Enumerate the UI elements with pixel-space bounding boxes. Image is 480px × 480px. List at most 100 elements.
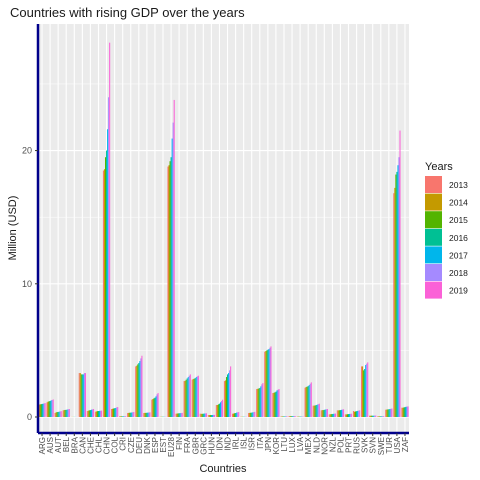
bar-SVK-2015 <box>363 370 365 418</box>
bar-CHE-2015 <box>88 410 90 418</box>
bar-NLD-2017 <box>316 404 318 418</box>
x-tick-label: ISR <box>248 437 257 451</box>
bar-NOR-2016 <box>323 409 325 418</box>
bar-KOR-2014 <box>273 392 275 418</box>
bar-ESP-2016 <box>154 397 156 418</box>
bar-SVK-2018 <box>366 363 368 418</box>
legend-key-2015 <box>425 211 442 229</box>
bar-GBR-2013 <box>191 379 193 418</box>
bar-NLD-2015 <box>314 405 316 418</box>
bar-DNK-2016 <box>146 412 148 418</box>
bar-CRI-2015 <box>121 416 123 418</box>
bar-CRI-2018 <box>124 416 126 418</box>
bar-DEU-2018 <box>140 358 142 418</box>
bar-NOR-2013 <box>320 410 322 418</box>
bar-IRL-2018 <box>237 412 239 418</box>
bar-CHL-2017 <box>99 410 101 418</box>
bar-KOR-2015 <box>274 392 276 418</box>
bar-SVK-2019 <box>367 362 369 418</box>
bar-ARG-2016 <box>41 403 43 418</box>
bar-PRT-2018 <box>350 413 352 418</box>
x-tick-label: ISL <box>240 436 249 449</box>
bar-SVN-2019 <box>375 415 377 418</box>
x-tick-label: DNK <box>143 436 152 454</box>
bar-ITA-2016 <box>259 387 261 418</box>
bar-HUN-2015 <box>209 415 211 418</box>
x-tick-label: BEL <box>62 436 71 452</box>
x-tick-label: KOR <box>272 437 281 455</box>
bar-IRL-2016 <box>235 413 237 418</box>
bar-LTU-2013 <box>280 416 282 418</box>
x-tick-label: EU28 <box>167 436 176 457</box>
bar-IND-2019 <box>230 366 232 418</box>
bar-TUR-2013 <box>385 409 387 418</box>
bar-SWE-2016 <box>380 416 382 418</box>
legend: Years 2013 2014 2015 2016 2017 2018 2019 <box>425 161 468 299</box>
bar-AUT-2018 <box>59 411 61 418</box>
bar-ESP-2017 <box>155 396 157 418</box>
bar-GRC-2019 <box>205 413 207 418</box>
bar-FRA-2013 <box>183 381 185 418</box>
bar-CHL-2016 <box>97 411 100 418</box>
legend-key-2018 <box>425 264 442 281</box>
bar-CHE-2018 <box>91 409 94 418</box>
bar-LTU-2018 <box>285 416 287 418</box>
x-tick-label: MEX <box>304 436 313 454</box>
bar-IND-2014 <box>224 380 226 418</box>
x-tick-label: TUR <box>385 437 394 454</box>
bar-FRA-2014 <box>184 380 186 418</box>
bar-ITA-2013 <box>256 389 258 418</box>
bar-LUX-2019 <box>294 416 296 418</box>
bar-AUS-2018 <box>51 399 53 418</box>
x-tick-label: CAN <box>78 437 87 454</box>
bar-DNK-2015 <box>145 412 147 418</box>
bar-SVN-2014 <box>370 415 372 418</box>
bar-ISR-2015 <box>250 412 252 418</box>
bar-FRA-2018 <box>188 375 190 418</box>
bar-HUN-2019 <box>213 414 216 418</box>
bar-CRI-2016 <box>122 416 124 418</box>
bar-FRA-2019 <box>189 374 191 418</box>
x-tick-label: PRT <box>345 437 354 453</box>
bar-SWE-2013 <box>377 416 379 418</box>
plot-panel <box>38 24 409 433</box>
x-tick-label: NZL <box>328 436 337 452</box>
legend-label-2017: 2017 <box>449 250 468 260</box>
bar-HUN-2014 <box>208 415 210 418</box>
bar-ZAF-2017 <box>405 406 407 418</box>
bar-FRA-2016 <box>186 378 188 418</box>
bar-IDN-2017 <box>219 402 222 418</box>
bar-CHE-2013 <box>86 411 88 418</box>
bar-NOR-2017 <box>324 409 326 418</box>
bar-DNK-2013 <box>143 413 145 418</box>
bar-ITA-2018 <box>261 384 263 418</box>
bar-IDN-2013 <box>215 405 217 418</box>
bar-IDN-2015 <box>217 404 219 418</box>
bar-KOR-2019 <box>278 389 280 418</box>
x-tick-label: CHN <box>103 437 112 455</box>
bar-CAN-2019 <box>84 373 86 418</box>
x-tick-label: GBR <box>191 437 200 455</box>
bar-JPN-2015 <box>266 350 268 418</box>
bar-IRL-2014 <box>233 413 235 418</box>
bar-ZAF-2018 <box>406 406 408 418</box>
bar-HUN-2018 <box>212 414 214 418</box>
legend-label-2013: 2013 <box>449 180 468 190</box>
x-tick-label: ESP <box>151 437 160 453</box>
bar-NLD-2014 <box>313 405 315 418</box>
bar-IRL-2017 <box>236 412 238 418</box>
bar-IND-2017 <box>228 373 230 418</box>
bar-SWE-2014 <box>378 416 380 418</box>
bar-ARG-2019 <box>44 403 46 418</box>
bar-GRC-2014 <box>200 413 202 418</box>
bar-CHL-2013 <box>94 411 96 418</box>
bar-SVN-2016 <box>372 415 374 418</box>
bar-GBR-2015 <box>193 378 195 418</box>
bar-CHN-2013 <box>102 170 104 418</box>
bar-CZE-2013 <box>127 413 129 418</box>
x-tick-label: ZAF <box>401 437 410 452</box>
x-tick-label: EST <box>159 437 168 453</box>
bar-ITA-2014 <box>257 388 259 418</box>
x-tick-label: FRA <box>183 436 192 453</box>
